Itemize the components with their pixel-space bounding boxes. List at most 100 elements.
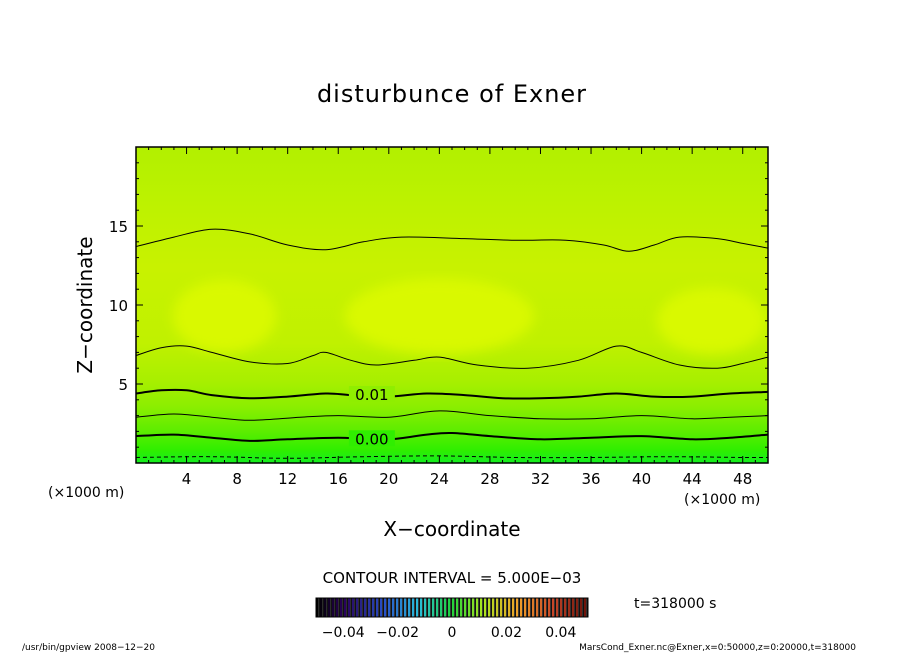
colorbar-cell-gap [586,598,588,617]
colorbar-cell-gap [390,598,392,617]
colorbar-tick-label: 0 [448,625,457,641]
colorbar-cell-gap [430,598,432,617]
footer-left: /usr/bin/gpview 2008−12−20 [22,643,155,653]
colorbar-cell [480,598,483,617]
colorbar-cell-gap [494,598,496,617]
fill-region-1 [172,279,277,353]
y-tick-label: 5 [118,376,128,394]
colorbar-cell [524,598,527,617]
colorbar-cell [364,598,367,617]
colorbar-cell [412,598,415,617]
colorbar-cell-gap [514,598,516,617]
colorbar-cell-gap [534,598,536,617]
colorbar-cell [380,598,383,617]
colorbar-cell-gap [402,598,404,617]
colorbar-cell [516,598,519,617]
colorbar-cell [352,598,355,617]
colorbar-cell [316,598,319,617]
fill-region-3 [656,287,766,354]
x-tick-label: 40 [632,470,651,488]
colorbar-cell [580,598,583,617]
colorbar-cell-gap [398,598,400,617]
contour-line-3 [136,388,768,400]
colorbar-cell-gap [406,598,408,617]
colorbar-cell [340,598,343,617]
colorbar-cell-gap [542,598,544,617]
chart-title: disturbunce of Exner [317,80,587,108]
colorbar-cell-gap [518,598,520,617]
colorbar-frame [315,597,589,618]
colorbar-cell [468,598,471,617]
x-tick-label: 44 [683,470,702,488]
colorbar-cell [560,598,563,617]
colorbar-tick-label: −0.02 [376,625,419,641]
colorbar-cell-gap [530,598,532,617]
colorbar-cell [496,598,499,617]
colorbar-cell-gap [558,598,560,617]
colorbar-cell [416,598,419,617]
colorbar-cell-gap [342,598,344,617]
colorbar-cell [392,598,395,617]
fill-region-2 [344,278,535,354]
colorbar-cell [368,598,371,617]
colorbar-cell-gap [338,598,340,617]
colorbar-cell [360,598,363,617]
colorbar-cell-gap [490,598,492,617]
colorbar-cell-gap [386,598,388,617]
colorbar-cell-gap [346,598,348,617]
colorbar-cell-gap [326,598,328,617]
colorbar-cell [320,598,323,617]
colorbar-cell [548,598,551,617]
colorbar-cell-gap [554,598,556,617]
x-tick-label: 8 [232,470,242,488]
plot-area [136,147,768,463]
x-tick-label: 20 [379,470,398,488]
colorbar-cell-gap [394,598,396,617]
colorbar-cell [336,598,339,617]
colorbar-cell-gap [450,598,452,617]
colorbar-cell [344,598,347,617]
colorbar-tick-label: 0.04 [545,625,576,641]
colorbar-cell [572,598,575,617]
colorbar-cell [492,598,495,617]
colorbar-cell [536,598,539,617]
colorbar-cell [512,598,515,617]
contour-label-gap-1 [348,386,395,403]
colorbar-cell [396,598,399,617]
colorbar-cell-gap [478,598,480,617]
colorbar-cell-gap [382,598,384,617]
colorbar-cell-gap [502,598,504,617]
colorbar-cell-gap [486,598,488,617]
colorbar-cell-gap [350,598,352,617]
colorbar-cell [504,598,507,617]
colorbar-cell [356,598,359,617]
colorbar-cell-gap [466,598,468,617]
colorbar-cell [444,598,447,617]
x-tick-label: 32 [531,470,550,488]
colorbar-cell-gap [454,598,456,617]
contour-label-1: 0.01 [355,386,388,404]
contour-line-1 [136,228,768,252]
colorbar-cell-gap [378,598,380,617]
colorbar-cell-gap [410,598,412,617]
colorbar-cell [384,598,387,617]
colorbar-cell-gap [426,598,428,617]
colorbar [316,598,588,617]
x-unit-left: (×1000 m) [48,485,124,501]
colorbar-cell [372,598,375,617]
colorbar-cell-gap [506,598,508,617]
colorbar-cell-gap [474,598,476,617]
contour-line-6 [136,455,768,459]
colorbar-cell [388,598,391,617]
colorbar-cell [484,598,487,617]
colorbar-cell-gap [370,598,372,617]
colorbar-cell [408,598,411,617]
colorbar-cell-gap [322,598,324,617]
colorbar-cell-gap [462,598,464,617]
contour-label-2: 0.00 [355,430,388,448]
colorbar-cell [564,598,567,617]
colorbar-cell [420,598,423,617]
colorbar-cell-gap [522,598,524,617]
colorbar-cell-gap [498,598,500,617]
